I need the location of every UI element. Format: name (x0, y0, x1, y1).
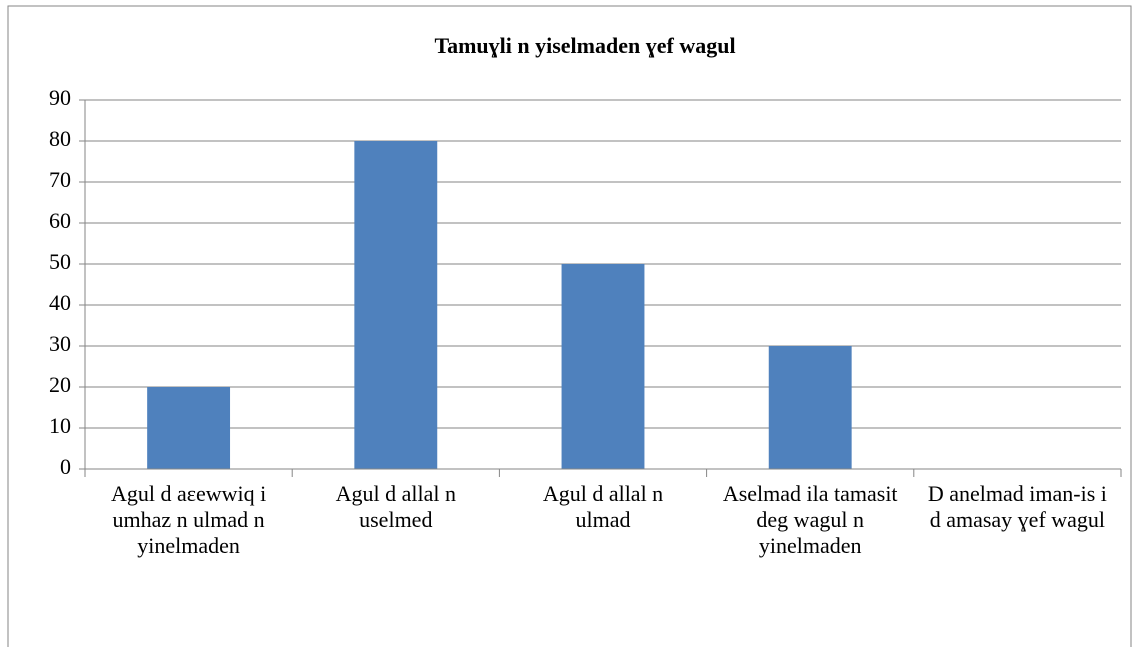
y-tick-label: 20 (49, 372, 71, 397)
y-tick-label: 30 (49, 331, 71, 356)
bar (561, 264, 645, 469)
bar (768, 346, 852, 469)
bar (147, 387, 231, 469)
y-tick-label: 60 (49, 208, 71, 233)
chart-title: Tamuɣli n yiselmaden ɣef wagul (434, 33, 735, 58)
y-tick-label: 10 (49, 413, 71, 438)
x-tick-label: Agul d allal n uselmed (335, 481, 456, 532)
y-tick-label: 90 (49, 85, 71, 110)
y-tick-label: 80 (49, 126, 71, 151)
x-tick-label: Agul d allal n ulmad (542, 481, 664, 532)
y-tick-label: 50 (49, 249, 71, 274)
y-tick-label: 70 (49, 167, 71, 192)
y-tick-label: 40 (49, 290, 71, 315)
x-tick-label: D anelmad iman-is i d amasay ɣef wagul (927, 481, 1107, 532)
x-tick-label: Aselmad ila tamasit deg wagul n yinelmad… (722, 481, 898, 558)
x-tick-label: Agul d aεewwiq i umhaz n ulmad n yinelma… (110, 481, 267, 558)
bar (354, 141, 438, 469)
y-tick-label: 0 (60, 454, 71, 479)
